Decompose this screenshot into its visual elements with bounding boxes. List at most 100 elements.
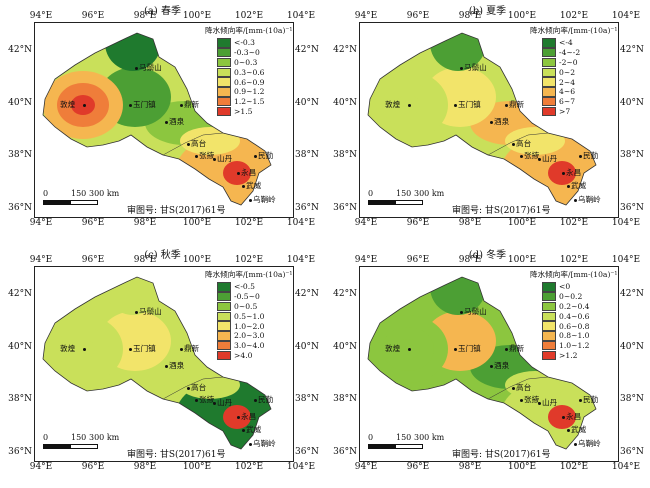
station-label: 武威 — [246, 425, 262, 434]
map-frame: 马鬃山 玉门镇 敦煌 鼎新 酒泉 高台 张掖 山丹 永昌 民勤 武威 乌鞘岭 0 150 300 km 审图号… — [359, 266, 619, 462]
station-label: 玉门镇 — [133, 100, 156, 109]
legend-label: 2.0~3.0 — [234, 331, 265, 341]
station-dot — [128, 347, 132, 351]
legend-swatch — [217, 350, 231, 361]
legend-label: -0.3~0 — [234, 48, 260, 58]
station-dot — [236, 171, 240, 175]
station-dot — [566, 184, 570, 188]
station-label: 敦煌 — [385, 100, 401, 109]
legend-item: <0 — [542, 282, 618, 292]
zone-east-strip — [505, 371, 565, 399]
panel-title: (b) 夏季 — [468, 6, 507, 17]
legend-item: 0~0.3 — [217, 57, 293, 68]
station-label: 鼎新 — [184, 344, 200, 353]
lat-tick-right: 40°N — [620, 98, 644, 108]
legend-swatch — [217, 340, 231, 351]
legend-label: >1.2 — [559, 350, 578, 360]
lat-tick-left: 38°N — [8, 150, 32, 160]
legend-item: 2.0~3.0 — [217, 331, 293, 341]
legend-swatch — [542, 57, 556, 68]
legend-item: <-0.3 — [217, 38, 293, 48]
station-label: 高台 — [191, 139, 207, 148]
station-label: 山丹 — [542, 154, 558, 163]
map-frame: 马鬃山 玉门镇 敦煌 鼎新 酒泉 高台 张掖 山丹 永昌 民勤 武威 乌鞘岭 0 150 300 km 审图号… — [34, 22, 294, 218]
panel-title: (c) 秋季 — [144, 250, 181, 261]
legend-item: 2~4 — [542, 77, 618, 87]
lon-tick-bottom: 102°E — [234, 462, 264, 472]
legend-swatch — [542, 340, 556, 351]
legend-label: 0.5~1.0 — [234, 311, 265, 321]
zone-northeast — [430, 33, 486, 71]
station-dot — [578, 154, 582, 158]
legend-label: 0.9~1.2 — [234, 87, 265, 97]
legend-label: 0~0.5 — [234, 301, 258, 311]
legend-item: -0.5~0 — [217, 291, 293, 302]
zone-northeast — [430, 277, 486, 315]
station-dot — [82, 103, 86, 107]
legend-label: -0.5~0 — [234, 292, 260, 302]
legend-label: 0~0.3 — [234, 57, 258, 67]
station-dot — [134, 66, 138, 70]
scale-label: 150 — [71, 433, 87, 442]
station-label: 玉门镇 — [458, 344, 481, 353]
lon-tick-top: 104°E — [611, 255, 641, 265]
legend-swatch — [542, 106, 556, 117]
legend-item: >1.5 — [217, 106, 293, 117]
scale-segment-black — [43, 200, 71, 205]
scale-bar: 0 150 300 km — [368, 433, 458, 453]
legend: 降水倾向率/[mm·(10a)⁻¹] <-4 -4~-2 -2~0 0~2 2~4 4~6 6… — [530, 25, 618, 117]
station-dot — [561, 415, 565, 419]
station-dot — [511, 142, 515, 146]
station-label: 张掖 — [524, 151, 540, 160]
legend-item: >1.2 — [542, 350, 618, 361]
legend-item: 4~6 — [542, 87, 618, 97]
station-dot — [179, 103, 183, 107]
scale-label: 300 km — [89, 433, 120, 442]
legend-item: 1.0~2.0 — [217, 321, 293, 331]
lat-tick-left: 36°N — [333, 447, 357, 457]
lon-tick-bottom: 100°E — [507, 218, 537, 228]
legend-label: 2~4 — [559, 77, 576, 87]
station-label: 马鬃山 — [139, 63, 162, 72]
lat-tick-left: 40°N — [333, 98, 357, 108]
lat-tick-left: 36°N — [333, 203, 357, 213]
station-dot — [241, 184, 245, 188]
lat-tick-left: 36°N — [8, 203, 32, 213]
legend-label: 4~6 — [559, 87, 576, 97]
lon-tick-bottom: 98°E — [133, 218, 157, 228]
station-label: 玉门镇 — [458, 100, 481, 109]
lat-tick-left: 38°N — [333, 150, 357, 160]
station-label: 鼎新 — [184, 100, 200, 109]
legend-label: 3.0~4.0 — [234, 341, 265, 351]
legend-item: 0~0.5 — [217, 301, 293, 312]
station-label: 酒泉 — [169, 361, 185, 370]
panel-title: (a) 春季 — [144, 6, 181, 17]
lon-tick-top: 104°E — [286, 11, 316, 21]
lat-tick-right: 38°N — [295, 394, 319, 404]
station-dot — [453, 103, 457, 107]
scale-segment-white — [70, 444, 98, 449]
legend: 降水倾向率/[mm·(10a)⁻¹] <0 0~0.2 0.2~0.4 0.4~0.6 0… — [530, 269, 618, 361]
lat-tick-left: 38°N — [8, 394, 32, 404]
lat-tick-right: 36°N — [295, 203, 319, 213]
station-label: 张掖 — [524, 395, 540, 404]
station-dot — [164, 120, 168, 124]
station-dot — [253, 154, 257, 158]
legend-swatch — [542, 282, 556, 292]
zone-east-strip — [180, 371, 240, 399]
legend-item: 3.0~4.0 — [217, 340, 293, 351]
lon-tick-bottom: 98°E — [133, 462, 157, 472]
legend-label: 0.6~0.8 — [559, 321, 590, 331]
legend-swatch — [217, 96, 231, 107]
zone-northeast — [105, 277, 161, 315]
lon-tick-top: 100°E — [507, 255, 537, 265]
lon-tick-bottom: 96°E — [81, 462, 105, 472]
legend-label: <0 — [559, 282, 571, 292]
station-label: 山丹 — [217, 398, 233, 407]
station-dot — [248, 198, 252, 202]
scale-label: 300 km — [414, 433, 445, 442]
legend-item: 0~2 — [542, 67, 618, 78]
legend-title: 降水倾向率/[mm·(10a)⁻¹] — [530, 270, 619, 279]
zone-east-strip — [505, 127, 565, 155]
lon-tick-bottom: 100°E — [182, 218, 212, 228]
